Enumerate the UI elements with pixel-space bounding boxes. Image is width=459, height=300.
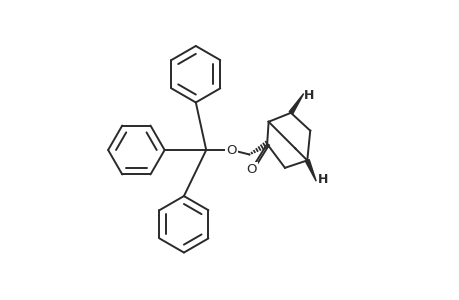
Text: O: O <box>226 143 236 157</box>
Polygon shape <box>305 160 315 181</box>
Text: H: H <box>303 88 313 101</box>
Text: O: O <box>246 163 256 176</box>
Text: H: H <box>317 173 327 186</box>
Polygon shape <box>289 94 303 114</box>
